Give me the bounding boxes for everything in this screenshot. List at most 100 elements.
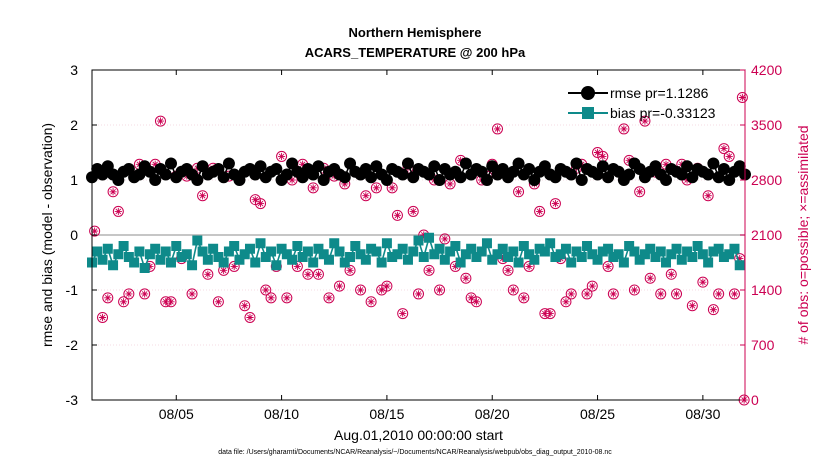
obs-assimilated-marker — [441, 235, 449, 243]
obs-assimilated-marker — [709, 306, 718, 314]
legend-rmse-marker — [581, 86, 595, 100]
obs-count-point — [112, 205, 124, 217]
obs-possible-marker — [102, 292, 114, 304]
obs-count-point — [334, 280, 346, 292]
bias-point — [123, 252, 134, 262]
title-line-variable: ACARS_TEMPERATURE @ 200 hPa — [305, 45, 526, 60]
bias-point — [144, 249, 155, 260]
obs-assimilated-marker — [399, 309, 407, 318]
bias-point — [650, 252, 661, 262]
obs-assimilated-marker — [536, 207, 544, 216]
y-axis-label-left: rmse and bias (model - observation) — [39, 123, 55, 347]
bias-point — [582, 241, 593, 251]
obs-assimilated-marker — [167, 298, 175, 306]
obs-possible-marker — [718, 143, 730, 155]
rmse-point — [660, 174, 673, 186]
obs-count-point — [597, 150, 609, 162]
obs-assimilated-marker — [583, 290, 591, 298]
bias-point — [734, 260, 745, 271]
obs-assimilated-marker — [504, 266, 512, 274]
obs-count-point — [634, 186, 646, 198]
obs-assimilated-marker — [109, 188, 117, 196]
obs-count-point — [470, 296, 482, 308]
obs-possible-marker — [639, 115, 651, 127]
obs-assimilated-marker — [188, 290, 196, 298]
bias-point — [534, 243, 545, 254]
bias-point — [603, 243, 614, 254]
bias-point — [281, 249, 292, 260]
obs-assimilated-marker — [451, 262, 459, 271]
bias-point — [318, 249, 329, 260]
bias-point — [434, 243, 445, 254]
bias-point — [429, 249, 440, 260]
bias-point — [271, 260, 282, 271]
obs-possible-marker — [355, 284, 367, 296]
bias-point — [218, 257, 229, 268]
bias-point — [250, 257, 261, 268]
obs-possible-marker — [381, 280, 393, 292]
obs-possible-marker — [360, 190, 372, 202]
obs-count-point — [534, 205, 546, 217]
rmse-point — [570, 157, 583, 170]
right-axis-tick-label: 3500 — [751, 117, 782, 133]
rmse-point — [254, 160, 267, 173]
obs-possible-marker — [312, 268, 324, 280]
obs-count-point — [244, 312, 256, 323]
bias-point — [718, 252, 729, 262]
obs-possible-marker — [439, 233, 451, 245]
obs-possible-marker — [123, 288, 135, 300]
obs-assimilated-marker — [204, 270, 212, 278]
bias-point — [339, 257, 350, 268]
obs-assimilated-marker — [562, 298, 570, 306]
right-axis-tick-label: 700 — [751, 337, 775, 353]
obs-count-point — [618, 123, 630, 135]
bias-point — [208, 243, 219, 254]
bias-point — [655, 246, 666, 257]
bias-point — [376, 257, 387, 268]
x-axis-tick-label: 08/30 — [685, 406, 720, 422]
bias-point — [334, 246, 345, 257]
right-axis-tick-label: 1400 — [751, 282, 782, 298]
obs-count-point — [518, 292, 530, 304]
left-axis-tick-label: 0 — [70, 227, 78, 243]
obs-possible-marker — [118, 296, 130, 308]
obs-possible-marker — [728, 288, 740, 300]
left-axis-tick-label: -2 — [66, 337, 79, 353]
rmse-point — [396, 168, 409, 181]
obs-assimilated-marker — [509, 286, 517, 294]
obs-assimilated-marker — [283, 294, 291, 302]
obs-assimilated-marker — [520, 294, 528, 302]
obs-possible-marker — [460, 272, 472, 284]
obs-assimilated-marker — [125, 290, 133, 298]
obs-possible-marker — [228, 260, 240, 272]
bias-point — [697, 249, 708, 260]
obs-possible-marker — [665, 268, 677, 280]
obs-assimilated-marker — [277, 152, 286, 161]
obs-possible-marker — [89, 225, 101, 237]
obs-assimilated-marker — [383, 282, 391, 290]
obs-assimilated-marker — [457, 156, 465, 164]
bias-point — [255, 238, 266, 249]
right-axis-tick-label: 4200 — [751, 62, 782, 78]
obs-assimilated-marker — [214, 298, 222, 306]
obs-count-point — [586, 280, 598, 292]
obs-assimilated-marker — [409, 207, 417, 216]
bias-point — [566, 257, 577, 268]
obs-count-point — [607, 288, 619, 300]
obs-assimilated-marker — [267, 294, 275, 302]
left-axis-tick-label: 1 — [70, 172, 78, 188]
obs-assimilated-marker — [304, 270, 312, 278]
obs-assimilated-marker — [335, 282, 344, 290]
obs-assimilated-marker — [372, 184, 380, 192]
bias-point — [397, 243, 408, 254]
bias-point — [181, 249, 192, 260]
bias-point — [555, 249, 566, 260]
obs-count-point — [628, 284, 640, 296]
rmse-point — [512, 157, 525, 170]
obs-count-point — [154, 115, 166, 127]
obs-count-point — [265, 292, 277, 304]
obs-possible-marker — [607, 288, 619, 300]
rmse-point — [338, 171, 351, 184]
obs-assimilated-marker — [346, 266, 354, 274]
